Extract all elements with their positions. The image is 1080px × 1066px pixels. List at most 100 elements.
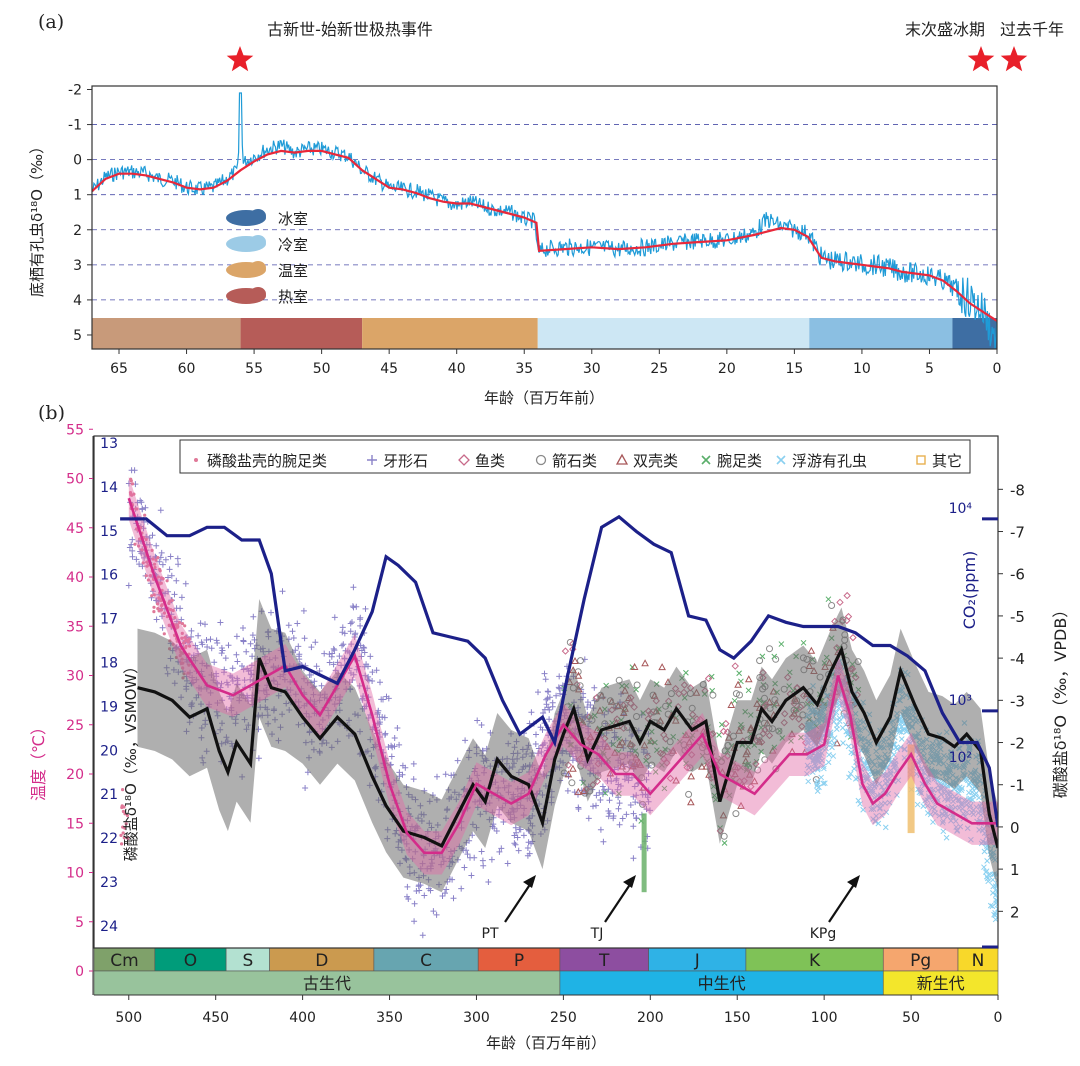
foraminifera-point	[847, 770, 854, 777]
conodont-point	[385, 744, 392, 750]
belemnite-point	[685, 790, 693, 798]
foraminifera-point	[964, 825, 971, 832]
brachiopod-phosphate-point	[129, 479, 133, 483]
x-tick-label: 100	[811, 1010, 838, 1026]
x-axis-label: 年龄（百万年前）	[484, 389, 604, 407]
brachiopod-phosphate-point	[122, 836, 126, 840]
foraminifera-point	[826, 751, 832, 758]
other-proxy-bar	[641, 813, 647, 893]
x-tick-label: 50	[902, 1010, 920, 1026]
conodont-point	[244, 692, 250, 699]
conodont-point	[541, 670, 548, 677]
brachiopod-phosphate-point	[150, 548, 154, 553]
conodont-point	[539, 742, 546, 749]
bivalve-point	[807, 646, 816, 654]
brachiopod-phosphate-point	[175, 623, 179, 627]
foraminifera-point	[989, 876, 996, 883]
legend-label: 温室	[278, 262, 308, 280]
conodont-point	[289, 628, 296, 635]
event-arrow	[604, 879, 634, 923]
plot-frame-b	[93, 435, 999, 949]
conodont-point	[348, 641, 355, 648]
foraminifera-point	[810, 756, 817, 763]
foraminifera-point	[968, 836, 974, 843]
conodont-point	[485, 879, 492, 885]
conodont-point	[619, 815, 626, 822]
temp-tick-label: 45	[66, 521, 84, 537]
foraminifera-point	[830, 753, 837, 759]
brachiopod-phosphate-point	[130, 493, 134, 497]
brachiopod-phosphate-point	[158, 567, 162, 572]
foraminifera-point	[981, 864, 987, 871]
foraminifera-point	[945, 797, 951, 804]
vsmow-tick-label: 18	[100, 656, 118, 672]
brachiopod-phosphate-point	[171, 608, 175, 613]
event-arrow-head	[847, 875, 860, 888]
conodont-point	[349, 677, 356, 683]
foraminifera-point	[845, 743, 852, 750]
legend-label: 牙形石	[383, 452, 428, 470]
event-star	[226, 46, 254, 72]
vpdb-tick-label: -2	[1010, 735, 1025, 753]
legend-marker	[535, 454, 547, 466]
period-label: K	[809, 951, 821, 971]
y-tick-label: -2	[68, 83, 82, 99]
brachiopod-phosphate-point	[152, 605, 156, 609]
conodont-point	[229, 665, 236, 672]
conodont-point	[326, 659, 333, 666]
vsmow-tick-label: 13	[100, 436, 118, 452]
conodont-point	[478, 722, 485, 728]
conodont-point	[433, 911, 440, 918]
conodont-point	[549, 699, 556, 706]
conodont-point	[203, 637, 210, 643]
conodont-point	[159, 561, 166, 568]
conodont-point	[300, 607, 307, 614]
conodont-point	[159, 624, 166, 631]
foraminifera-point	[936, 812, 943, 819]
conodont-point	[399, 762, 406, 769]
conodont-point	[142, 504, 149, 511]
conodont-point	[374, 709, 381, 716]
conodont-point	[331, 614, 338, 621]
foraminifera-point	[818, 774, 825, 781]
brachiopod-phosphate-point	[138, 537, 142, 541]
conodont-point	[591, 684, 598, 691]
conodont-point	[182, 580, 189, 587]
foraminifera-point	[869, 790, 876, 797]
vpdb-tick-label: -8	[1010, 481, 1025, 499]
conodont-point	[512, 841, 519, 848]
bivalve-point	[833, 739, 841, 747]
conodont-point	[127, 429, 133, 435]
foraminifera-point	[952, 818, 959, 825]
brachiopod-phosphate-point	[173, 616, 177, 620]
fish-point	[747, 782, 755, 791]
bivalve-point	[734, 680, 742, 688]
x-tick-label: 65	[110, 361, 128, 377]
co2-tick-label: 10³	[949, 693, 972, 709]
conodont-point	[153, 616, 160, 623]
conodont-point	[131, 467, 138, 474]
brachiopod-point	[616, 790, 622, 797]
conodont-point	[593, 802, 599, 809]
brachiopod-phosphate-point	[159, 608, 164, 612]
conodont-point	[416, 887, 423, 894]
conodont-point	[597, 826, 604, 833]
conodont-point	[597, 797, 604, 803]
panel-a-label: (a)	[38, 11, 64, 33]
x-tick-label: 0	[994, 1010, 1003, 1026]
conodont-point	[556, 685, 563, 692]
bivalve-point	[687, 798, 695, 806]
vsmow-axis-label: 磷酸盐δ¹⁸O（‰，VSMOW）	[122, 659, 140, 862]
foraminifera-point	[831, 740, 837, 746]
conodont-point	[147, 580, 154, 587]
brachiopod-phosphate-point	[146, 578, 150, 582]
conodont-point	[349, 603, 356, 610]
brachiopod-phosphate-point	[156, 575, 160, 579]
conodont-point	[643, 806, 650, 813]
conodont-point	[627, 802, 634, 808]
conodont-point	[173, 577, 180, 584]
conodont-point	[461, 864, 468, 871]
